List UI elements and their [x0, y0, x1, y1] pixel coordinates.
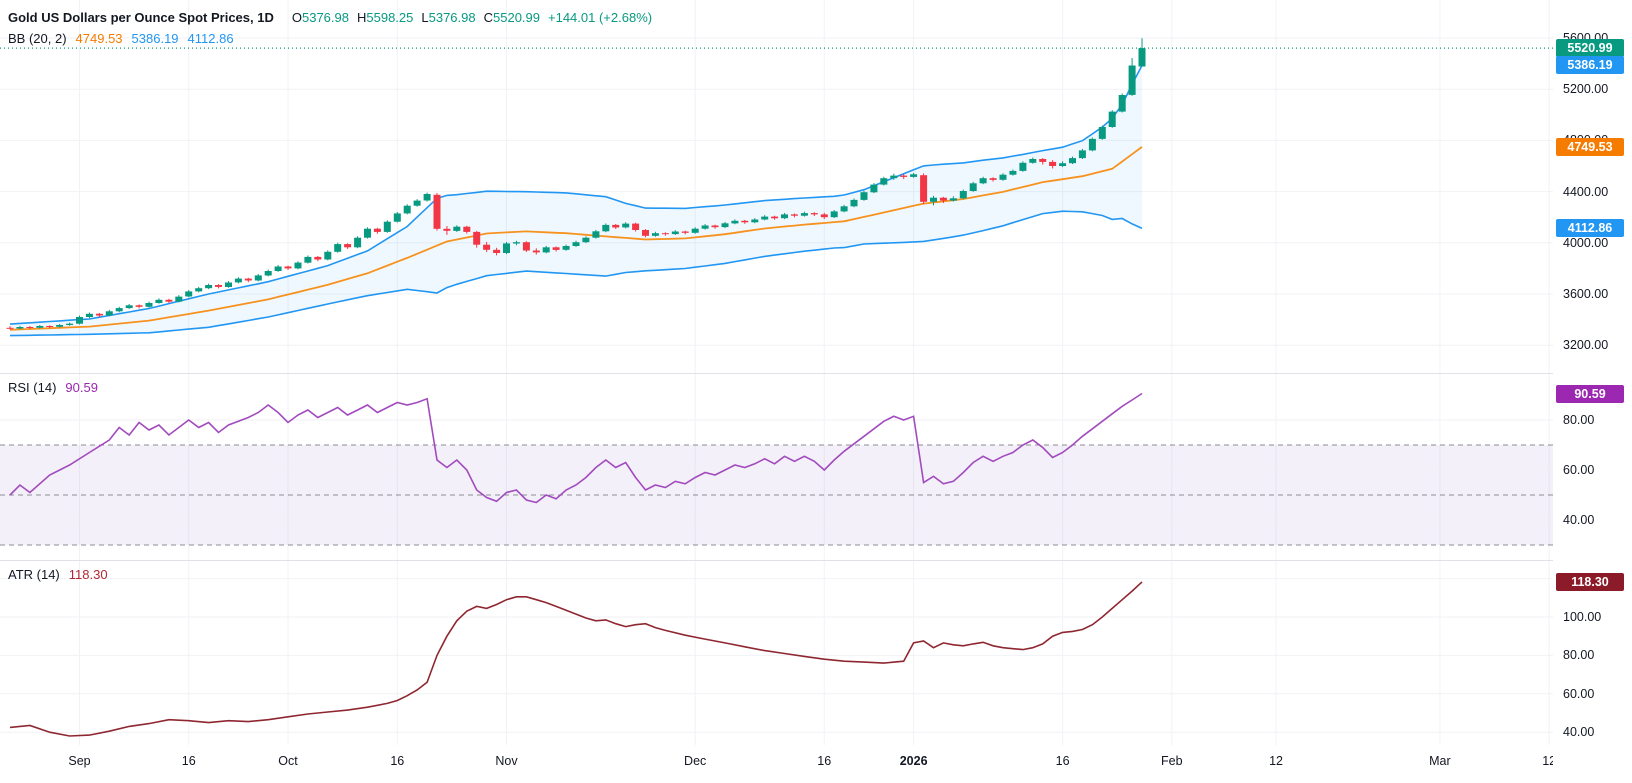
time-axis-label: 12 [1542, 754, 1553, 768]
price-axis-label: 4400.00 [1563, 184, 1609, 199]
time-scale[interactable]: Sep 16 Oct 16 Nov Dec 16 2026 16 Feb 12 Mar 12 [0, 745, 1632, 783]
ohlc-high-value: 5598.25 [366, 10, 414, 25]
price-value-badge: 4749.53 [1556, 137, 1624, 156]
ohlc-open-label: O [291, 10, 302, 25]
rsi-axis-label: 40.00 [1563, 513, 1595, 527]
main-legend: Gold US Dollars per Ounce Spot Prices, 1… [8, 10, 652, 25]
time-axis-label: 2026 [899, 754, 928, 768]
time-axis-label: 16 [390, 754, 405, 768]
bb-middle-value: 4749.53 [75, 31, 123, 46]
time-axis-label: 16 [181, 754, 196, 768]
time-axis-label: 16 [1055, 754, 1070, 768]
rsi-value-badge: 90.59 [1556, 384, 1624, 403]
time-axis-label: Nov [495, 754, 518, 768]
atr-legend: ATR (14) 118.30 [8, 567, 108, 582]
bb-lower-value: 4112.86 [187, 31, 234, 46]
bb-label: BB (20, 2) [8, 31, 67, 46]
atr-value-badge: 118.30 [1556, 572, 1624, 591]
bb-upper-value: 5386.19 [131, 31, 179, 46]
change-value: +144.01 (+2.68%) [548, 10, 653, 25]
price-axis-label: 4000.00 [1563, 235, 1609, 250]
ohlc-high-label: H [356, 10, 367, 25]
atr-axis-label: 80.00 [1563, 648, 1595, 663]
price-axis-label: 5200.00 [1563, 82, 1609, 97]
rsi-legend: RSI (14) 90.59 [8, 380, 98, 395]
price-value-badge: 4112.86 [1556, 219, 1624, 238]
price-axis-label: 3200.00 [1563, 338, 1609, 353]
price-axis-label: 3600.00 [1563, 287, 1609, 301]
atr-label: ATR (14) [8, 567, 60, 582]
time-axis-label: Mar [1429, 754, 1451, 768]
ohlc-open-value: 5376.98 [301, 10, 349, 25]
bb-legend: BB (20, 2) 4749.53 5386.19 4112.86 [8, 31, 234, 46]
time-axis-label: Oct [278, 754, 298, 768]
ohlc-close-value: 5520.99 [493, 10, 540, 25]
rsi-axis-label: 80.00 [1563, 413, 1595, 427]
time-axis-label: 16 [817, 754, 832, 768]
rsi-axis-label: 60.00 [1563, 463, 1595, 477]
rsi-label: RSI (14) [8, 380, 57, 395]
atr-axis-label: 60.00 [1563, 686, 1595, 701]
symbol-title: Gold US Dollars per Ounce Spot Prices, 1… [8, 10, 274, 25]
time-axis-label: Dec [684, 754, 707, 768]
atr-axis-label: 100.00 [1563, 610, 1602, 624]
time-axis-label: 12 [1269, 754, 1284, 768]
time-axis-label: Sep [68, 754, 91, 768]
atr-axis-label: 40.00 [1563, 725, 1595, 740]
ohlc-low-label: L [421, 10, 429, 25]
atr-value: 118.30 [68, 567, 108, 582]
price-value-badge: 5520.99 [1556, 39, 1624, 58]
ohlc-low-value: 5376.98 [428, 10, 476, 25]
time-axis-label: Feb [1161, 754, 1183, 768]
price-scale[interactable]: 5600.005200.004800.004400.004000.003600.… [1553, 0, 1632, 745]
price-value-badge: 5386.19 [1556, 56, 1624, 75]
rsi-value: 90.59 [65, 380, 98, 395]
ohlc-close-label: C [483, 10, 493, 25]
